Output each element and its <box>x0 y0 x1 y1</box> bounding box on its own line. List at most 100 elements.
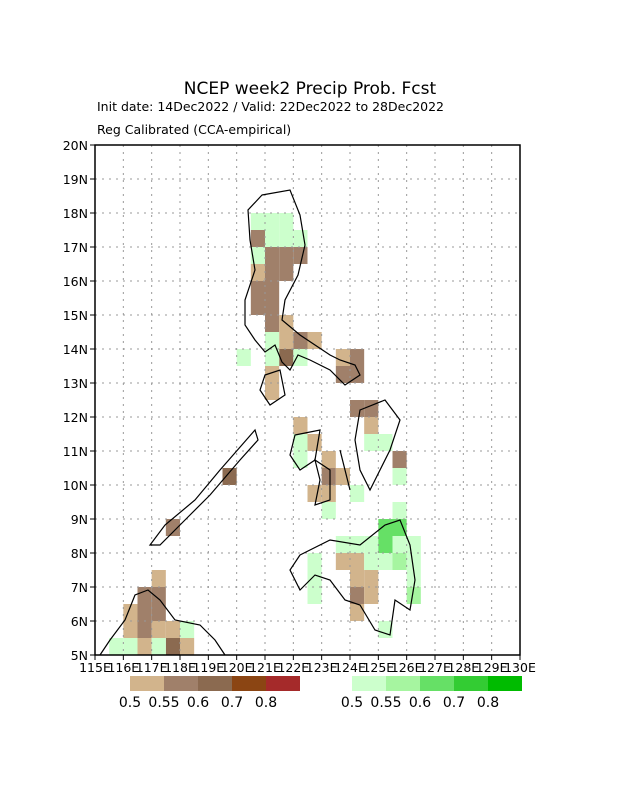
y-tick-label: 16N <box>63 274 88 289</box>
legend-label: 0.6 <box>409 695 431 711</box>
y-tick-label: 8N <box>71 546 88 561</box>
prob-cell <box>392 536 407 553</box>
coastline <box>99 589 226 656</box>
y-tick-label: 10N <box>63 478 88 493</box>
legend-swatch <box>352 676 386 691</box>
prob-cell <box>165 621 180 638</box>
legend-swatch <box>386 676 420 691</box>
prob-cell <box>265 247 280 264</box>
x-tick-label: 115E <box>79 660 111 675</box>
prob-cell <box>364 417 379 434</box>
legend-swatch <box>420 676 454 691</box>
prob-cell <box>307 434 322 451</box>
prob-cell <box>364 587 379 604</box>
x-tick-label: 123E <box>306 660 338 675</box>
prob-cell <box>406 553 421 570</box>
prob-cell <box>293 434 308 451</box>
y-tick-label: 18N <box>63 206 88 221</box>
prob-cell <box>378 536 393 553</box>
prob-cell <box>364 570 379 587</box>
prob-cell <box>123 621 138 638</box>
prob-cell <box>180 638 195 655</box>
prob-cell <box>307 553 322 570</box>
prob-cell <box>392 468 407 485</box>
prob-cell <box>137 604 152 621</box>
y-tick-label: 20N <box>63 138 88 153</box>
coastline <box>244 189 361 386</box>
prob-cell <box>250 213 265 230</box>
x-tick-label: 126E <box>391 660 423 675</box>
legend: 0.5 0.55 0.6 0.7 0.8 0.5 0.55 0.6 0.7 0.8 <box>119 676 522 711</box>
prob-cell <box>279 247 294 264</box>
prob-cell <box>250 230 265 247</box>
legend-label: 0.5 <box>119 695 141 711</box>
prob-cell <box>364 400 379 417</box>
legend-label: 0.7 <box>221 695 243 711</box>
prob-cell <box>335 536 350 553</box>
x-tick-label: 129E <box>476 660 508 675</box>
subtitle: Reg Calibrated (CCA-empirical) <box>97 122 291 137</box>
prob-cell <box>250 247 265 264</box>
prob-cell <box>378 553 393 570</box>
x-tick-label: 128E <box>447 660 479 675</box>
prob-cell <box>335 553 350 570</box>
prob-cell <box>378 519 393 536</box>
y-tick-label: 13N <box>63 376 88 391</box>
legend-swatch <box>488 676 522 691</box>
x-tick-label: 124E <box>334 660 366 675</box>
y-tick-label: 17N <box>63 240 88 255</box>
prob-cell <box>293 230 308 247</box>
prob-cell <box>265 349 280 366</box>
x-tick-label: 119E <box>192 660 224 675</box>
prob-cell <box>137 621 152 638</box>
legend-swatch <box>232 676 266 691</box>
prob-cell <box>250 264 265 281</box>
legend-swatch <box>198 676 232 691</box>
subtitle: Init date: 14Dec2022 / Valid: 22Dec2022 … <box>97 99 444 114</box>
prob-cell <box>321 451 336 468</box>
prob-cell <box>279 213 294 230</box>
prob-cell <box>364 434 379 451</box>
prob-cell <box>180 621 195 638</box>
prob-cell <box>279 264 294 281</box>
prob-cell <box>350 553 365 570</box>
y-tick-label: 7N <box>71 580 88 595</box>
coastline <box>259 369 286 406</box>
coastlines <box>99 189 416 656</box>
coastline <box>314 458 331 506</box>
prob-cell <box>392 519 407 536</box>
prob-cell <box>222 468 237 485</box>
x-tick-label: 130E <box>504 660 536 675</box>
prob-cell <box>137 638 152 655</box>
prob-cell <box>406 570 421 587</box>
prob-cell <box>364 553 379 570</box>
prob-cell <box>279 230 294 247</box>
prob-cell <box>307 570 322 587</box>
x-tick-label: 116E <box>107 660 139 675</box>
legend-label: 0.6 <box>187 695 209 711</box>
prob-cell <box>378 621 393 638</box>
prob-cell <box>279 332 294 349</box>
prob-cell <box>350 349 365 366</box>
prob-cell <box>307 587 322 604</box>
prob-cell <box>293 247 308 264</box>
prob-cell <box>109 638 124 655</box>
prob-cell <box>265 332 280 349</box>
prob-cell <box>335 349 350 366</box>
prob-cell <box>307 485 322 502</box>
prob-cell <box>406 587 421 604</box>
prob-cell <box>151 570 166 587</box>
prob-cell <box>321 502 336 519</box>
prob-cell <box>335 366 350 383</box>
y-tick-label: 11N <box>63 444 88 459</box>
prob-cell <box>279 349 294 366</box>
prob-cell <box>350 570 365 587</box>
prob-cell <box>265 213 280 230</box>
x-tick-label: 121E <box>249 660 281 675</box>
legend-label: 0.8 <box>477 695 499 711</box>
prob-cell <box>250 298 265 315</box>
prob-cell <box>165 638 180 655</box>
prob-cell <box>392 553 407 570</box>
grid <box>94 144 521 656</box>
legend-label: 0.5 <box>341 695 363 711</box>
